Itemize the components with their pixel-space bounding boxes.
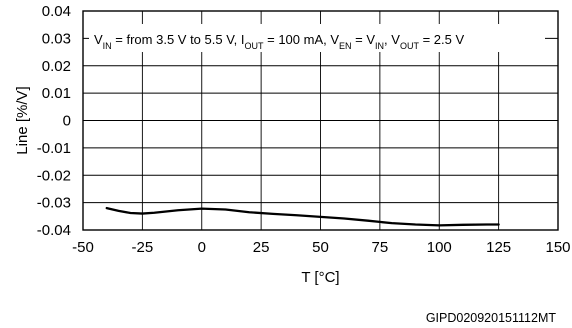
annotation-fragment: = 2.5 V [419, 32, 464, 47]
x-tick-label: 25 [253, 239, 270, 256]
annotation-subscript: EN [339, 41, 352, 51]
plot-frame [82, 10, 559, 231]
x-axis-title: T [°C] [301, 269, 339, 286]
annotation-subscript: OUT [400, 41, 420, 51]
y-tick-labels: -0.04 -0.03 -0.02 -0.01 0 0.01 0.02 0.03 0.04 [37, 3, 71, 239]
y-tick-label: -0.02 [37, 167, 71, 184]
y-tick-label: 0.02 [42, 58, 71, 75]
y-axis-title: Line [%/V] [14, 86, 31, 154]
series-layer [105, 206, 500, 227]
series-line [105, 206, 500, 227]
x-tick-label: -50 [72, 239, 94, 256]
y-tick-label: -0.01 [37, 140, 71, 157]
y-tick-label: 0 [63, 113, 71, 130]
x-tick-label: 150 [545, 239, 570, 256]
annotation-subscript: IN [103, 41, 112, 51]
annotation-background [89, 24, 545, 52]
annotation-fragment: V [94, 32, 103, 47]
x-tick-label: 125 [486, 239, 511, 256]
annotation-text: VIN = from 3.5 V to 5.5 V, IOUT = 100 mA… [94, 32, 464, 51]
annotation-fragment: = from 3.5 V to 5.5 V, I [112, 32, 245, 47]
x-tick-label: 75 [372, 239, 389, 256]
x-tick-label: -25 [132, 239, 154, 256]
y-tick-label: -0.04 [37, 222, 71, 239]
annotation-subscript: IN [375, 41, 384, 51]
y-tick-label: 0.01 [42, 85, 71, 102]
y-tick-label: 0.04 [42, 3, 71, 20]
y-tick-label: -0.03 [37, 195, 71, 212]
annotation-subscript: OUT [245, 41, 265, 51]
x-tick-label: 0 [198, 239, 206, 256]
annotation-fragment: = 100 mA, V [264, 32, 340, 47]
x-tick-label: 50 [312, 239, 329, 256]
annotation-fragment: , V [384, 32, 400, 47]
annotation-group: VIN = from 3.5 V to 5.5 V, IOUT = 100 mA… [89, 24, 545, 52]
x-tick-labels: -50 -25 0 25 50 75 100 125 150 [72, 239, 570, 256]
y-tick-label: 0.03 [42, 30, 71, 47]
annotation-fragment: = V [352, 32, 376, 47]
x-tick-label: 100 [427, 239, 452, 256]
figure-code-label: GIPD020920151112MT [426, 311, 557, 325]
